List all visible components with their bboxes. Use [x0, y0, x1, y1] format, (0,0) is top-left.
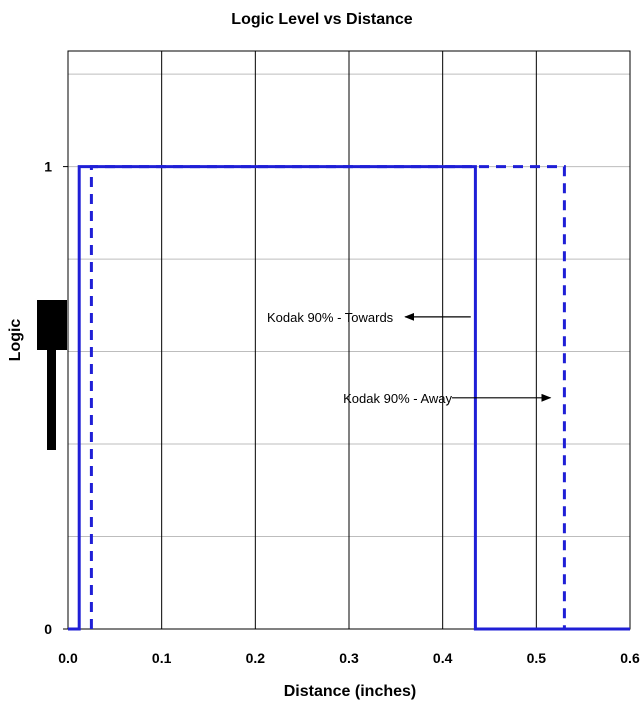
series-line-away	[89, 165, 566, 629]
x-tick-label: 0.0	[58, 650, 78, 666]
y-tick-label: 0	[44, 621, 52, 637]
side-marker-stem	[47, 350, 56, 450]
annotation-label: Kodak 90% - Away	[343, 391, 452, 406]
x-axis-title: Distance (inches)	[284, 683, 416, 700]
y-tick-label: 1	[44, 159, 52, 175]
x-tick-label: 0.6	[620, 650, 640, 666]
annotation-label: Kodak 90% - Towards	[267, 310, 394, 325]
x-tick-label: 0.2	[246, 650, 266, 666]
y-axis-title: Logic	[7, 319, 24, 362]
x-tick-label: 0.1	[152, 650, 172, 666]
side-marker-block	[37, 300, 67, 350]
chart-title: Logic Level vs Distance	[231, 11, 413, 28]
x-tick-label: 0.5	[527, 650, 547, 666]
plot-border	[67, 50, 631, 630]
x-tick-label: 0.4	[433, 650, 453, 666]
plot-area: 0 1 0.0 0.1 0.2 0.3 0.4 0.5 0.6	[44, 50, 640, 666]
annotations: Kodak 90% - Towards Kodak 90% - Away	[267, 310, 552, 406]
side-marker	[37, 300, 67, 450]
x-tick-label: 0.3	[339, 650, 359, 666]
